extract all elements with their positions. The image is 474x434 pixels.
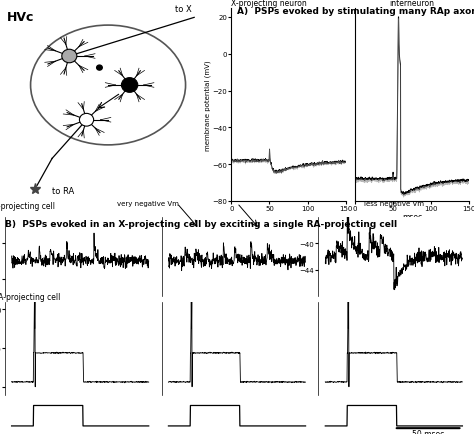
Text: B)  PSPs evoked in an X-projecting cell by exciting a single RA-projecting cell: B) PSPs evoked in an X-projecting cell b…: [5, 219, 397, 228]
Text: 50 msec: 50 msec: [412, 429, 444, 434]
Y-axis label: membrane potential (mV): membrane potential (mV): [204, 60, 211, 150]
Circle shape: [80, 114, 94, 127]
X-axis label: msec: msec: [402, 213, 422, 222]
Circle shape: [121, 79, 138, 93]
Text: to RA: to RA: [52, 187, 74, 196]
Text: less negative Vm: less negative Vm: [364, 200, 424, 206]
Text: RA-projecting cell: RA-projecting cell: [0, 293, 60, 302]
Text: X-projecting cell: X-projecting cell: [0, 202, 55, 211]
Circle shape: [97, 66, 102, 71]
Text: to X: to X: [175, 6, 192, 14]
Text: X-projecting neuron: X-projecting neuron: [231, 0, 307, 8]
Text: very negative Vm: very negative Vm: [117, 200, 179, 206]
Circle shape: [62, 50, 77, 64]
Text: HVc: HVc: [7, 10, 34, 23]
Text: A)  PSPs evoked by stimulating many RAp axons: A) PSPs evoked by stimulating many RAp a…: [237, 7, 474, 16]
Title: interneuron: interneuron: [390, 0, 435, 8]
